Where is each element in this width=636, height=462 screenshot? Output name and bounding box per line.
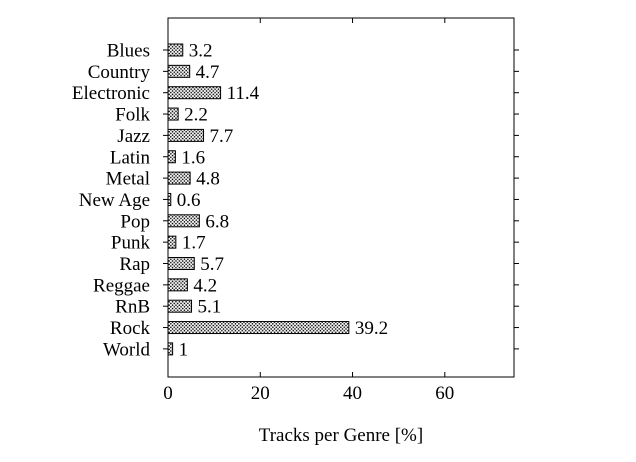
- value-label-reggae: 4.2: [193, 275, 217, 296]
- value-label-folk: 2.2: [184, 105, 208, 126]
- ticks-group: 0 20 40 60: [163, 18, 519, 404]
- bar-new-age: [167, 192, 172, 206]
- bar-folk: [167, 107, 179, 121]
- value-label-jazz: 7.7: [210, 126, 234, 147]
- value-label-latin: 1.6: [181, 147, 205, 168]
- category-label-rap: Rap: [119, 254, 150, 275]
- bar-world: [167, 342, 174, 356]
- category-label-rnb: RnB: [115, 297, 150, 318]
- bar-pop: [167, 214, 200, 228]
- value-label-pop: 6.8: [205, 211, 229, 232]
- bar-blues: [167, 43, 184, 57]
- category-label-latin: Latin: [110, 147, 151, 168]
- category-label-new-age: New Age: [79, 190, 150, 211]
- bar-country: [167, 64, 191, 78]
- bar-rap: [167, 257, 195, 270]
- category-label-reggae: Reggae: [93, 275, 150, 296]
- value-label-world: 1: [179, 339, 189, 360]
- category-label-punk: Punk: [111, 233, 151, 254]
- bar-rnb: [167, 299, 193, 313]
- bar-metal: [167, 171, 191, 185]
- bar-rock: [167, 321, 350, 335]
- bar-electronic: [167, 86, 222, 100]
- category-label-pop: Pop: [120, 211, 150, 232]
- x-tick-label-60: 60: [435, 383, 454, 404]
- category-label-jazz: Jazz: [117, 126, 150, 147]
- bar-reggae: [167, 278, 188, 292]
- bar-latin: [167, 150, 176, 164]
- value-label-blues: 3.2: [189, 41, 213, 62]
- category-label-electronic: Electronic: [72, 83, 150, 104]
- value-label-metal: 4.8: [196, 169, 220, 190]
- category-label-rock: Rock: [110, 318, 151, 339]
- category-label-world: World: [103, 339, 151, 360]
- value-label-country: 4.7: [196, 62, 220, 83]
- value-label-rnb: 5.1: [198, 297, 222, 318]
- value-label-electronic: 11.4: [227, 83, 260, 104]
- value-label-punk: 1.7: [182, 233, 206, 254]
- category-label-blues: Blues: [107, 41, 150, 62]
- bars-group: 3.2 Blues 4.7 Country 11.4 Electronic 2.2 Folk 7…: [72, 41, 388, 361]
- bar-jazz: [167, 128, 205, 142]
- value-label-rock: 39.2: [355, 318, 388, 339]
- x-tick-label-40: 40: [343, 383, 362, 404]
- x-axis-label: Tracks per Genre [%]: [259, 425, 423, 446]
- value-label-new-age: 0.6: [177, 190, 201, 211]
- category-label-metal: Metal: [106, 169, 150, 190]
- category-label-folk: Folk: [115, 105, 150, 126]
- x-tick-label-20: 20: [251, 383, 270, 404]
- category-label-country: Country: [88, 62, 151, 83]
- bar-punk: [167, 235, 177, 249]
- value-label-rap: 5.7: [200, 254, 224, 275]
- x-tick-label-0: 0: [163, 383, 173, 404]
